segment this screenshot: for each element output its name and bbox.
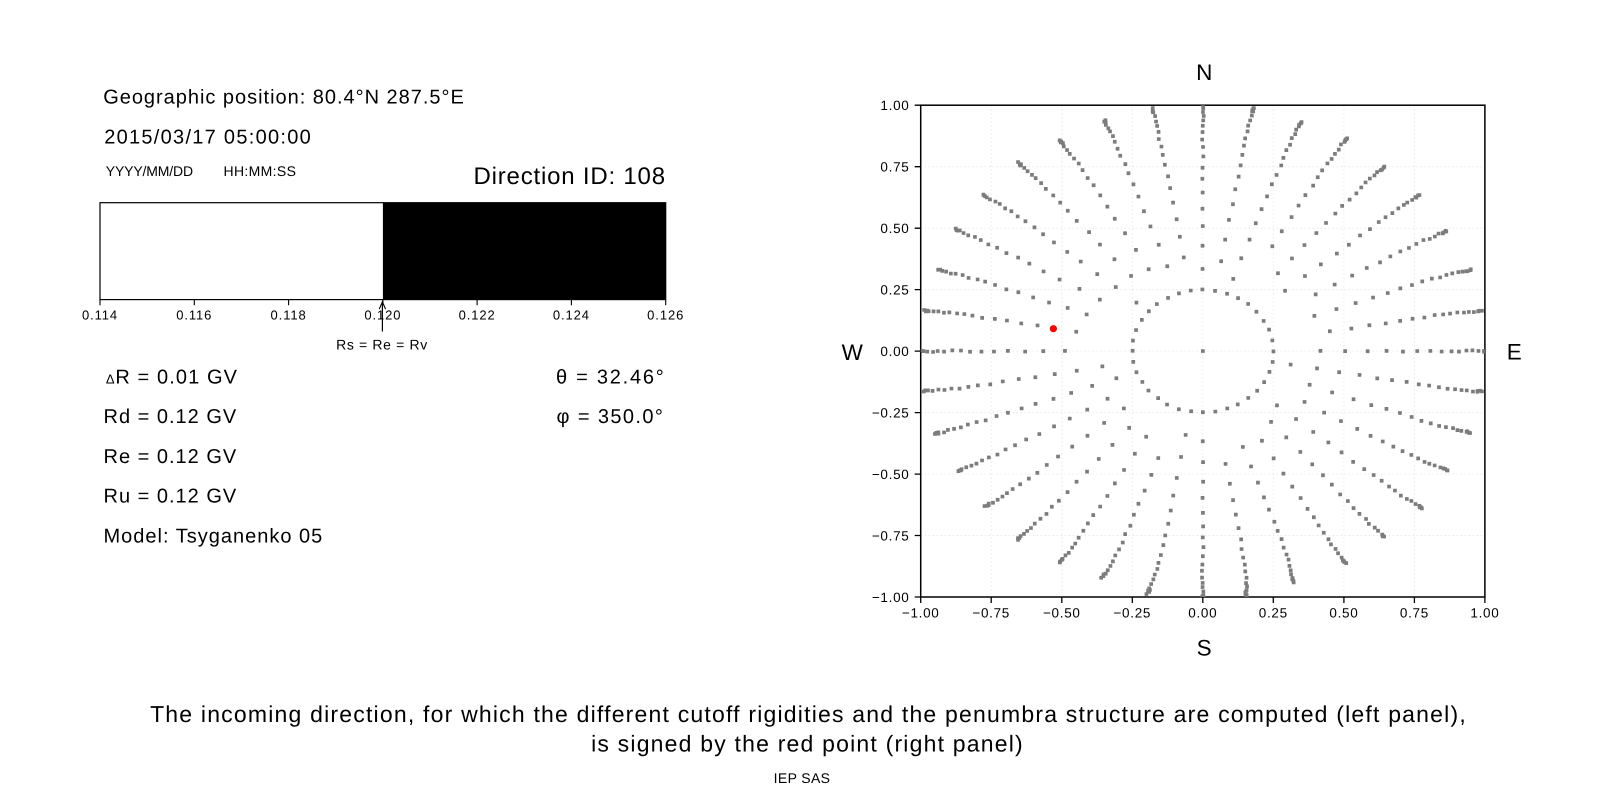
svg-text:−1.00: −1.00 [902,606,940,621]
svg-text:Geographic position: 80.4°N 28: Geographic position: 80.4°N 287.5°E [103,87,465,109]
svg-text:∆R = 0.01 GV: ∆R = 0.01 GV [106,367,238,389]
svg-text:1.00: 1.00 [1470,606,1499,621]
svg-text:0.122: 0.122 [459,308,496,323]
svg-text:IEP SAS: IEP SAS [774,770,831,786]
svg-text:0.50: 0.50 [1329,606,1358,621]
svg-text:Ru = 0.12 GV: Ru = 0.12 GV [104,486,238,508]
svg-text:1.00: 1.00 [880,98,909,113]
svg-text:0.124: 0.124 [553,308,590,323]
svg-text:φ = 350.0°: φ = 350.0° [557,406,665,428]
svg-text:−1.00: −1.00 [872,590,910,605]
svg-text:0.116: 0.116 [176,308,212,323]
svg-text:is signed by the red point (ri: is signed by the red point (right panel) [591,731,1024,757]
svg-text:−0.75: −0.75 [872,528,910,543]
svg-text:−0.75: −0.75 [972,606,1010,621]
svg-text:0.25: 0.25 [1259,606,1288,621]
svg-text:N: N [1196,60,1212,85]
svg-text:YYYY/MM/DD: YYYY/MM/DD [106,163,193,179]
svg-text:W: W [842,340,864,365]
svg-text:0.25: 0.25 [880,283,909,298]
svg-text:−0.50: −0.50 [1043,606,1081,621]
svg-text:Rd = 0.12 GV: Rd = 0.12 GV [104,406,238,428]
svg-text:0.126: 0.126 [647,308,684,323]
svg-text:−0.25: −0.25 [1113,606,1151,621]
svg-text:The incoming direction, for wh: The incoming direction, for which the di… [150,701,1467,727]
svg-text:0.75: 0.75 [1400,606,1429,621]
svg-text:Rs = Re = Rv: Rs = Re = Rv [336,337,428,353]
svg-text:−0.25: −0.25 [872,406,910,421]
svg-text:0.00: 0.00 [1188,606,1217,621]
svg-text:E: E [1507,340,1522,365]
svg-text:Re = 0.12 GV: Re = 0.12 GV [104,446,238,468]
svg-text:0.00: 0.00 [880,344,909,359]
svg-text:S: S [1197,636,1212,661]
svg-text:Direction ID: 108: Direction ID: 108 [474,163,666,190]
svg-text:0.75: 0.75 [880,160,909,175]
svg-text:0.50: 0.50 [880,221,909,236]
svg-text:0.118: 0.118 [271,308,307,323]
svg-text:Model: Tsyganenko 05: Model: Tsyganenko 05 [104,525,324,547]
svg-text:2015/03/17 05:00:00: 2015/03/17 05:00:00 [104,127,312,149]
svg-text:−0.50: −0.50 [872,467,910,482]
svg-text:HH:MM:SS: HH:MM:SS [224,163,297,179]
svg-text:θ = 32.46°: θ = 32.46° [556,367,665,389]
svg-text:0.114: 0.114 [82,308,118,323]
